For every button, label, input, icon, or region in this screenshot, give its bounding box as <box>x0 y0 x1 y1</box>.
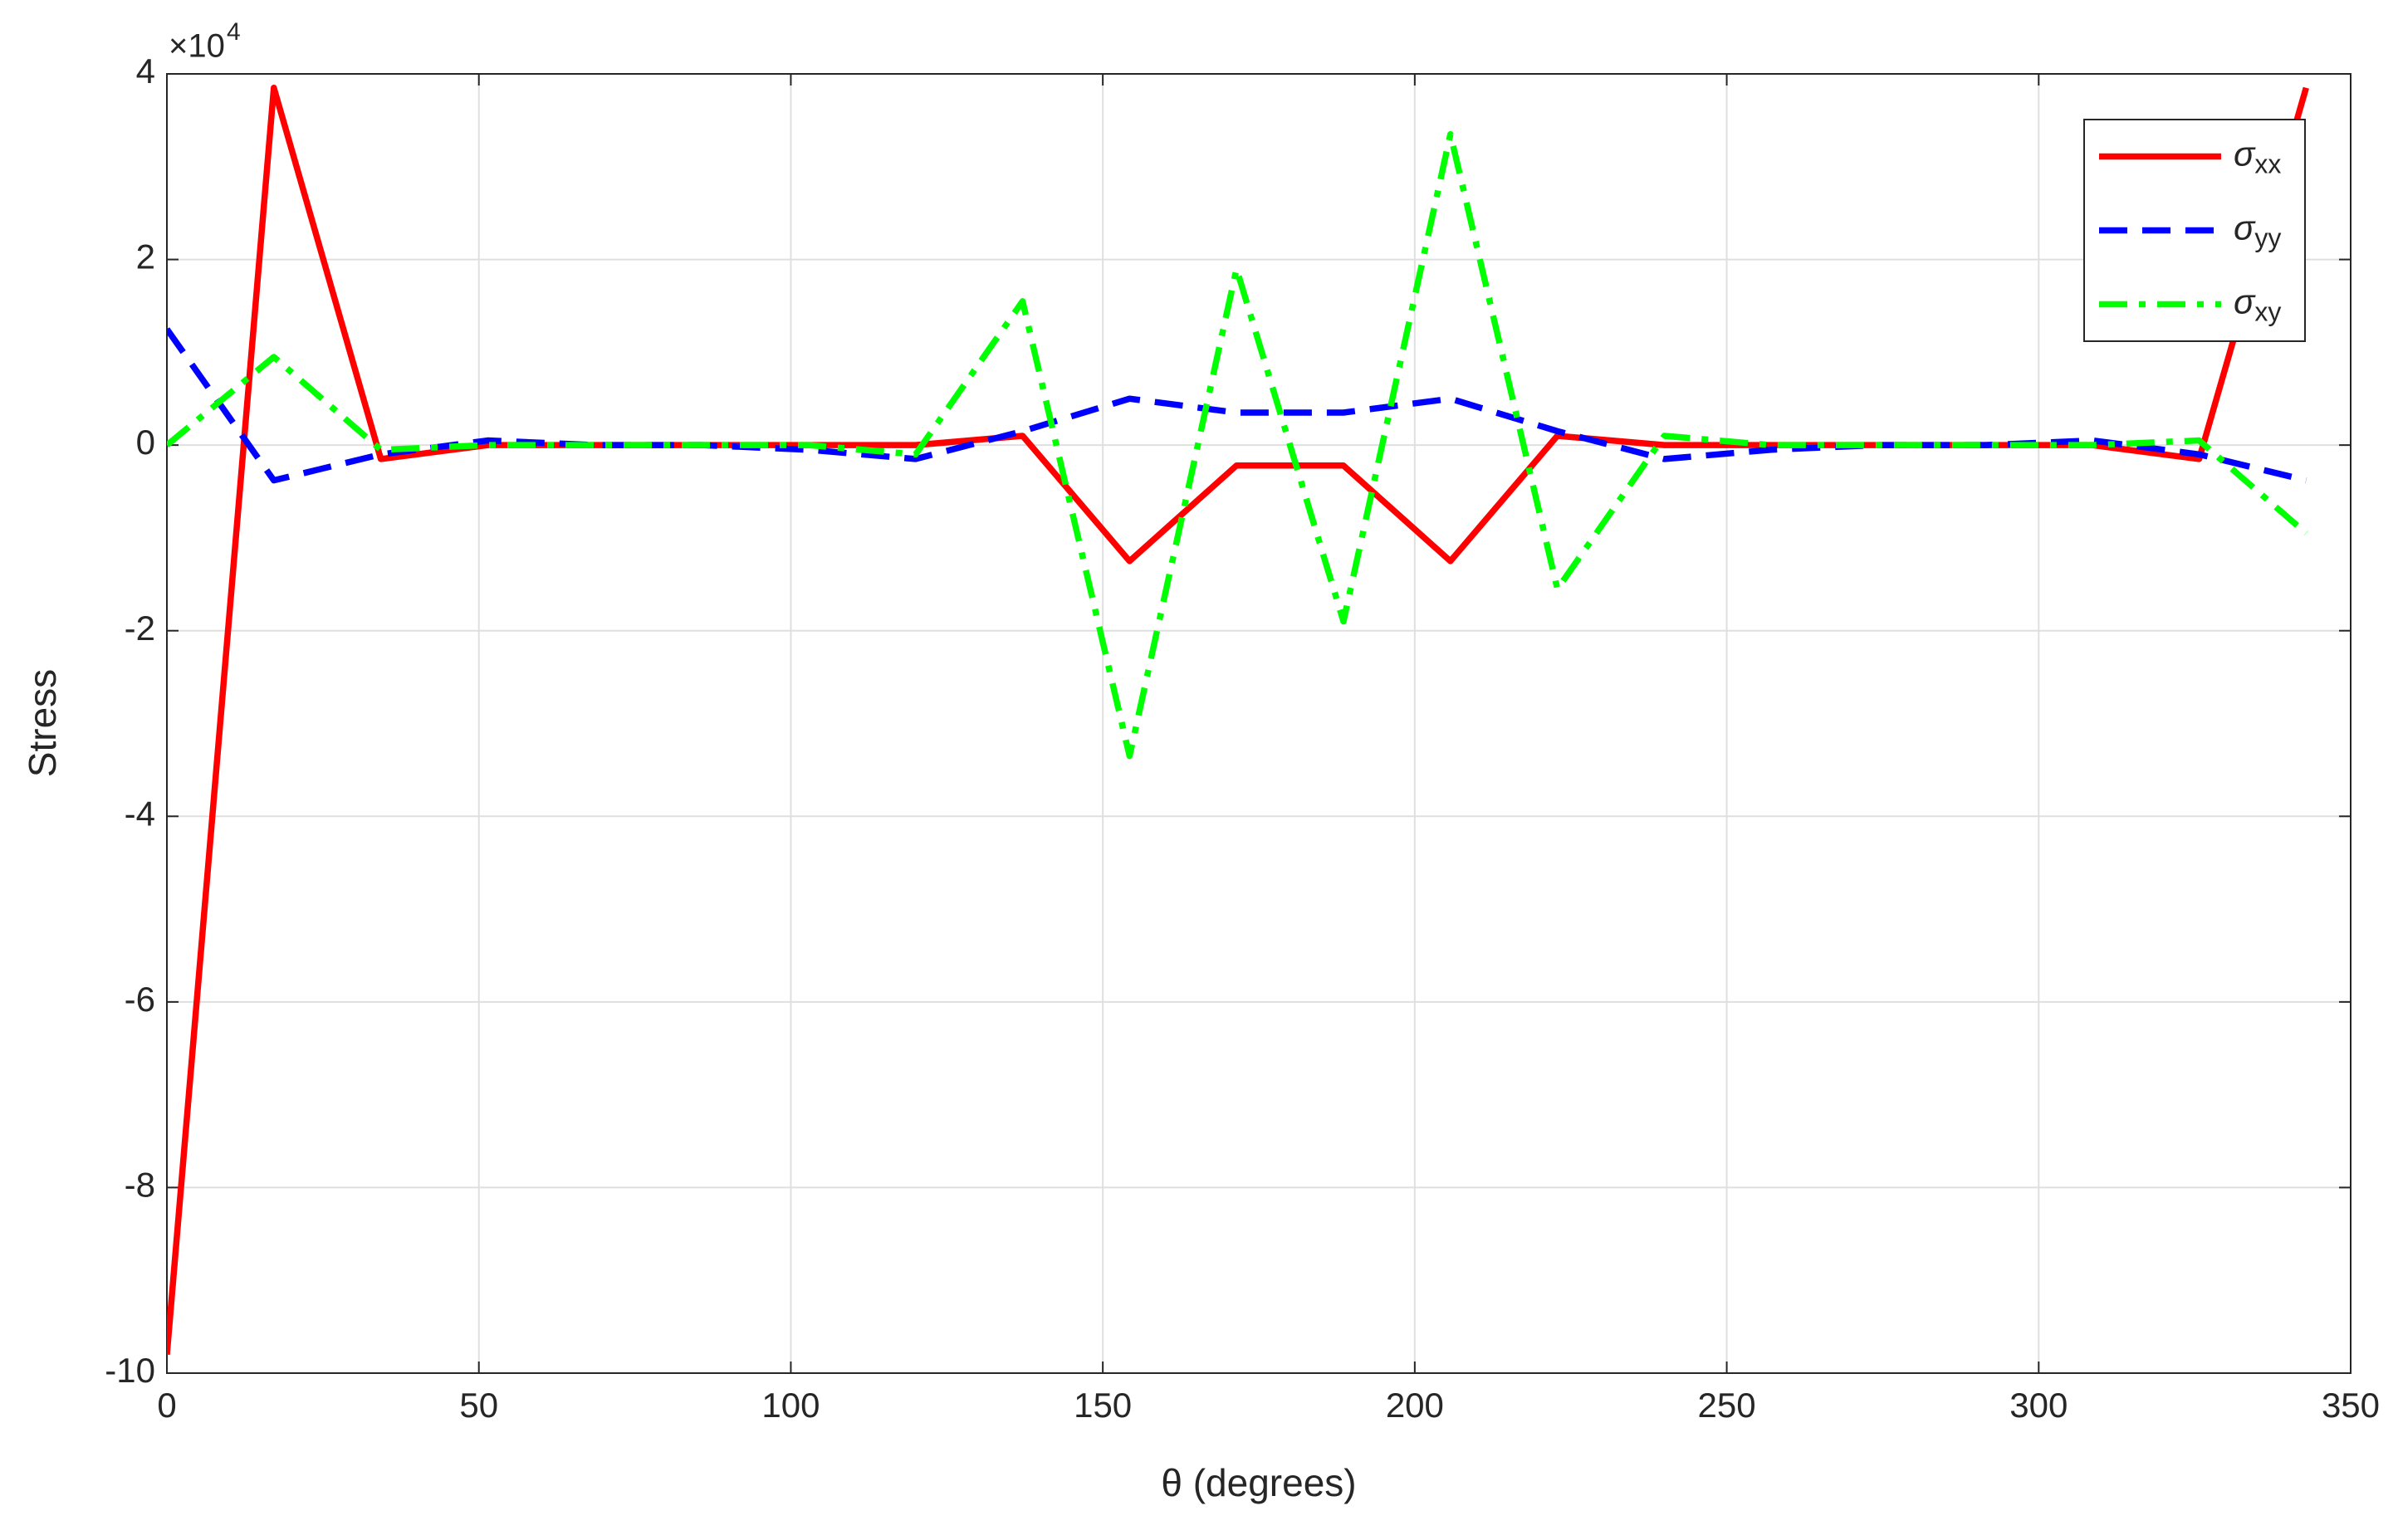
plot-area <box>167 74 2351 1373</box>
y-tick-label: 0 <box>136 423 155 462</box>
x-tick-label: 150 <box>1074 1386 1132 1425</box>
x-tick-label: 50 <box>459 1386 498 1425</box>
y-tick-label: -6 <box>125 980 155 1019</box>
legend-label: σyy <box>2234 208 2281 253</box>
y-multiplier-exponent: 4 <box>227 18 241 46</box>
y-multiplier: ×10 <box>169 28 225 65</box>
y-tick-label: -4 <box>125 794 155 833</box>
y-tick-label: -2 <box>125 609 155 648</box>
plot-frame <box>166 73 2352 1374</box>
x-tick-label: 300 <box>2009 1386 2068 1425</box>
legend-label: σxy <box>2234 282 2281 327</box>
legend-label: σxx <box>2234 134 2281 179</box>
series-line <box>167 130 2308 760</box>
x-tick-label: 200 <box>1386 1386 1444 1425</box>
y-tick-label: -8 <box>125 1166 155 1205</box>
y-axis-label: Stress <box>21 669 64 777</box>
x-tick-label: 100 <box>761 1386 820 1425</box>
y-tick-label: -10 <box>105 1351 155 1390</box>
y-tick-label: 4 <box>136 51 155 90</box>
y-tick-label: 2 <box>136 237 155 276</box>
x-tick-label: 350 <box>2322 1386 2380 1425</box>
x-tick-label: 0 <box>157 1386 176 1425</box>
x-tick-label: 250 <box>1698 1386 1756 1425</box>
x-axis-label: θ (degrees) <box>1161 1461 1356 1504</box>
